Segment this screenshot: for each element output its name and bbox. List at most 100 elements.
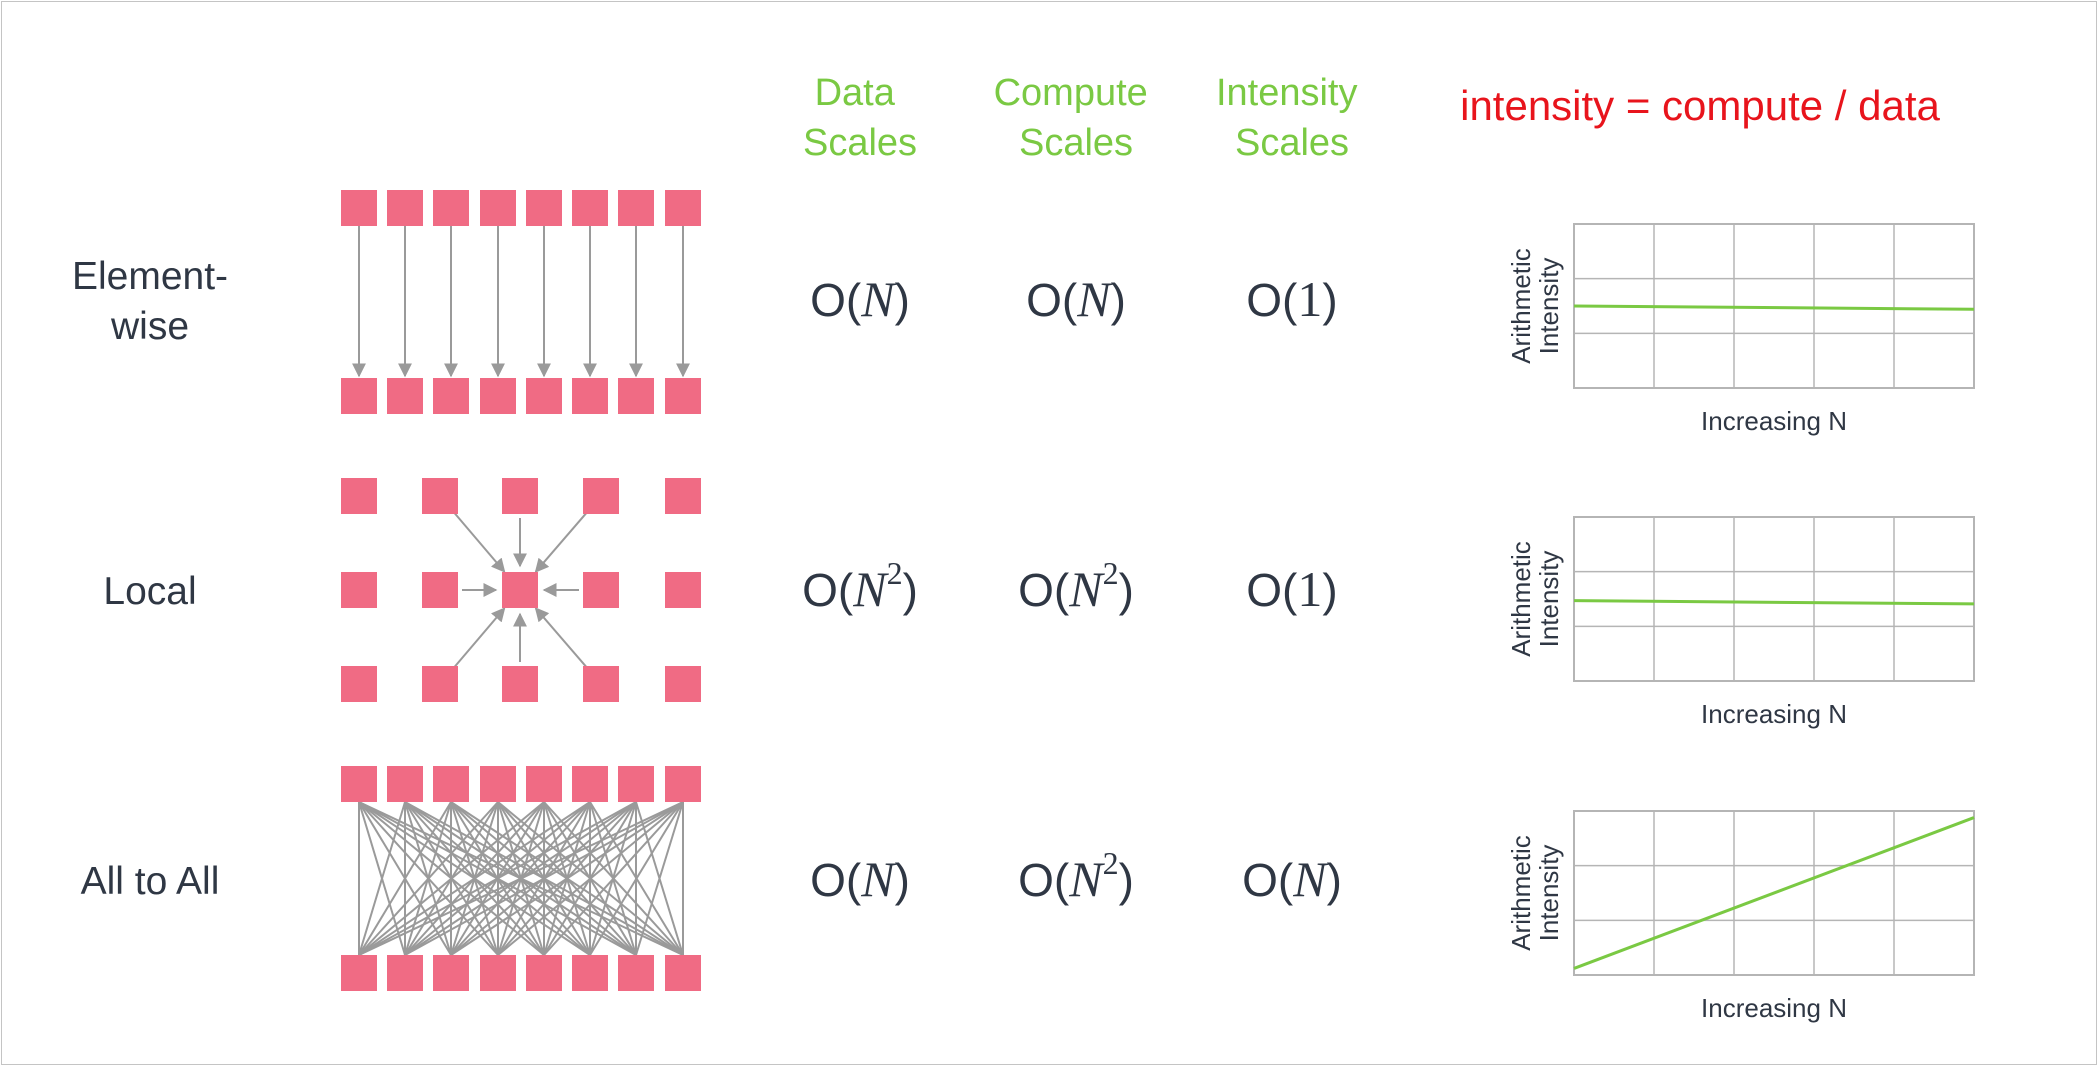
output-node: [526, 378, 562, 414]
output-node: [572, 955, 608, 991]
all-to-all-edge: [450, 801, 684, 956]
header-intensity-scales: Intensity Scales: [1216, 72, 1368, 164]
header-data-line1: Data: [815, 72, 896, 114]
output-node: [480, 378, 516, 414]
all-to-all-edge: [404, 801, 684, 956]
chart-frame: [1573, 810, 1975, 976]
input-node: [433, 190, 469, 226]
all-to-all-edge: [635, 801, 684, 956]
neighbor-arrow: [534, 512, 588, 573]
pattern-row-local: Local O(N2) O(N2) O(1) Increasing N Arithmeti…: [103, 478, 1975, 729]
local-diagram: [341, 478, 701, 702]
stencil-node: [422, 666, 458, 702]
all-to-all-edge: [358, 801, 545, 956]
pattern-row-element-wise: Element-wise O(N) O(N) O(1) Increasing N Arit…: [72, 190, 1975, 436]
input-node: [387, 766, 423, 802]
stencil-node: [341, 666, 377, 702]
input-node: [572, 766, 608, 802]
header-compute-scales: Compute Scales: [994, 72, 1159, 164]
chart-y-label: ArithmeticIntensity: [1506, 541, 1564, 657]
output-node: [387, 378, 423, 414]
all-to-all-edge: [358, 801, 406, 956]
row-label: Element-wise: [72, 255, 228, 348]
all-to-all-diagram: [341, 766, 701, 991]
neighbor-arrow: [534, 607, 588, 668]
neighbor-arrow: [453, 607, 506, 668]
input-node: [665, 766, 701, 802]
compute-complexity: O(N2): [1018, 845, 1134, 907]
intensity-trend-line: [1573, 599, 1975, 606]
intensity-complexity: O(1): [1246, 271, 1337, 327]
intensity-trend-line: [1573, 304, 1975, 311]
input-node: [618, 766, 654, 802]
input-node: [341, 190, 377, 226]
intensity-chart: Increasing N ArithmeticIntensity: [1506, 223, 1975, 436]
header-data-line2: Scales: [803, 122, 917, 164]
intensity-chart: Increasing N ArithmeticIntensity: [1506, 516, 1975, 729]
compute-complexity: O(N2): [1018, 555, 1134, 617]
output-node: [341, 378, 377, 414]
rows-layer: Element-wise O(N) O(N) O(1) Increasing N Arit…: [72, 190, 1975, 1023]
chart-y-label: ArithmeticIntensity: [1506, 835, 1564, 951]
data-complexity: O(N): [810, 271, 910, 327]
intensity-chart: Increasing N ArithmeticIntensity: [1506, 810, 1975, 1023]
output-node: [433, 955, 469, 991]
stencil-node: [341, 478, 377, 514]
stencil-node: [422, 478, 458, 514]
output-node: [387, 955, 423, 991]
output-node: [665, 378, 701, 414]
row-label: All to All: [81, 860, 220, 903]
stencil-node: [665, 666, 701, 702]
neighbor-arrow: [453, 512, 506, 573]
stencil-node: [583, 478, 619, 514]
header-intensity-line2: Scales: [1235, 122, 1349, 164]
output-node: [341, 955, 377, 991]
input-node: [480, 190, 516, 226]
chart-x-label: Increasing N: [1701, 993, 1847, 1023]
all-to-all-edge: [358, 801, 499, 956]
center-node: [502, 572, 538, 608]
chart-frame: [1573, 516, 1975, 682]
all-to-all-edge: [358, 801, 591, 956]
all-to-all-edge: [497, 801, 684, 956]
stencil-node: [502, 478, 538, 514]
all-to-all-edge: [358, 801, 684, 956]
all-to-all-edge: [543, 801, 684, 956]
stencil-node: [665, 478, 701, 514]
chart-x-label: Increasing N: [1701, 406, 1847, 436]
intensity-formula: intensity = compute / data: [1460, 82, 1940, 129]
input-node: [665, 190, 701, 226]
header-compute-line1: Compute: [994, 72, 1148, 114]
data-complexity: O(N): [810, 851, 910, 907]
stencil-node: [422, 572, 458, 608]
element-wise-diagram: [341, 190, 701, 414]
intensity-complexity: O(N): [1242, 851, 1342, 907]
intensity-trend-line: [1573, 816, 1975, 970]
intensity-complexity: O(1): [1246, 561, 1337, 617]
input-node: [572, 190, 608, 226]
input-node: [341, 766, 377, 802]
stencil-node: [502, 666, 538, 702]
header-compute-line2: Scales: [1019, 122, 1133, 164]
output-node: [618, 955, 654, 991]
all-to-all-edge: [358, 801, 637, 956]
header-data-scales: Data Scales: [803, 72, 917, 164]
header-intensity-line1: Intensity: [1216, 72, 1358, 114]
chart-x-label: Increasing N: [1701, 699, 1847, 729]
input-node: [618, 190, 654, 226]
input-node: [387, 190, 423, 226]
input-node: [526, 190, 562, 226]
input-node: [433, 766, 469, 802]
output-node: [526, 955, 562, 991]
all-to-all-edge: [358, 801, 452, 956]
stencil-node: [583, 666, 619, 702]
chart-y-label: ArithmeticIntensity: [1506, 248, 1564, 364]
all-to-all-edge: [589, 801, 684, 956]
compute-complexity: O(N): [1026, 271, 1126, 327]
output-node: [665, 955, 701, 991]
output-node: [572, 378, 608, 414]
input-node: [526, 766, 562, 802]
data-complexity: O(N2): [802, 555, 918, 617]
